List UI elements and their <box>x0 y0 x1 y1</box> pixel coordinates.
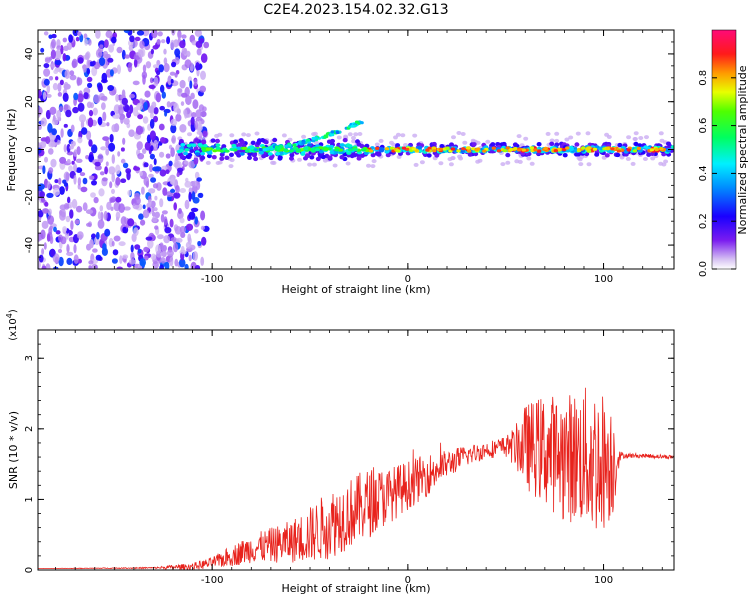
spectrogram-x-axis-label: Height of straight line (km) <box>281 283 430 296</box>
chart-title: C2E4.2023.154.02.32.G13 <box>263 2 448 18</box>
spectrogram-y-axis-label: Frequency (Hz) <box>5 109 18 192</box>
spectrogram-x-tick-label: 0 <box>405 274 411 285</box>
snr-y-axis-label: SNR (10 * v/v) <box>7 411 20 489</box>
spectrogram-heatmap <box>38 30 674 269</box>
colorbar-tick-label: 0.0 <box>698 261 709 277</box>
snr-x-tick-label: 100 <box>594 575 613 586</box>
snr-y-tick-label: 1 <box>24 496 35 502</box>
colorbar-tick-label: 0.4 <box>698 165 709 181</box>
spectrogram-x-tick-label: -100 <box>201 274 224 285</box>
colorbar-label: Normalized spectral amplitude <box>736 65 749 234</box>
snr-y-tick-label: 0 <box>24 567 35 573</box>
spectrogram-panel: -100 0 100 -40 -20 0 20 40 Height of straight l… <box>5 29 675 296</box>
snr-y-tick-label: 2 <box>24 426 35 432</box>
snr-ticks: -100 0 100 0 1 2 3 <box>24 330 674 586</box>
colorbar-ticks: 0.0 0.2 0.4 0.6 0.8 <box>698 29 737 277</box>
colorbar-tick-label: 0.2 <box>698 213 709 229</box>
colorbar-gradient <box>712 30 736 269</box>
snr-y-multiplier: (x104) <box>5 309 19 341</box>
spectrogram-x-tick-label: 100 <box>594 274 613 285</box>
spectrogram-y-tick-label: -40 <box>24 237 35 253</box>
snr-x-tick-label: -100 <box>201 575 224 586</box>
snr-series-line <box>38 387 674 570</box>
colorbar: 0.0 0.2 0.4 0.6 0.8 Normalized spectral ampl… <box>698 29 749 277</box>
snr-x-axis-label: Height of straight line (km) <box>281 582 430 595</box>
snr-panel: -100 0 100 0 1 2 3 Height of straight line (km… <box>5 309 675 595</box>
spectrogram-y-tick-label: -20 <box>24 189 35 205</box>
colorbar-frame <box>711 29 737 270</box>
spectrogram-ticks: -100 0 100 -40 -20 0 20 40 <box>24 29 674 285</box>
snr-frame <box>37 329 675 571</box>
spectrogram-y-tick-label: 0 <box>24 146 35 152</box>
spectrogram-y-tick-label: 40 <box>24 48 35 61</box>
colorbar-tick-label: 0.8 <box>698 70 709 86</box>
snr-y-tick-label: 3 <box>24 355 35 361</box>
colorbar-tick-label: 0.6 <box>698 118 709 134</box>
snr-x-tick-label: 0 <box>405 575 411 586</box>
spectrogram-y-tick-label: 20 <box>24 95 35 108</box>
